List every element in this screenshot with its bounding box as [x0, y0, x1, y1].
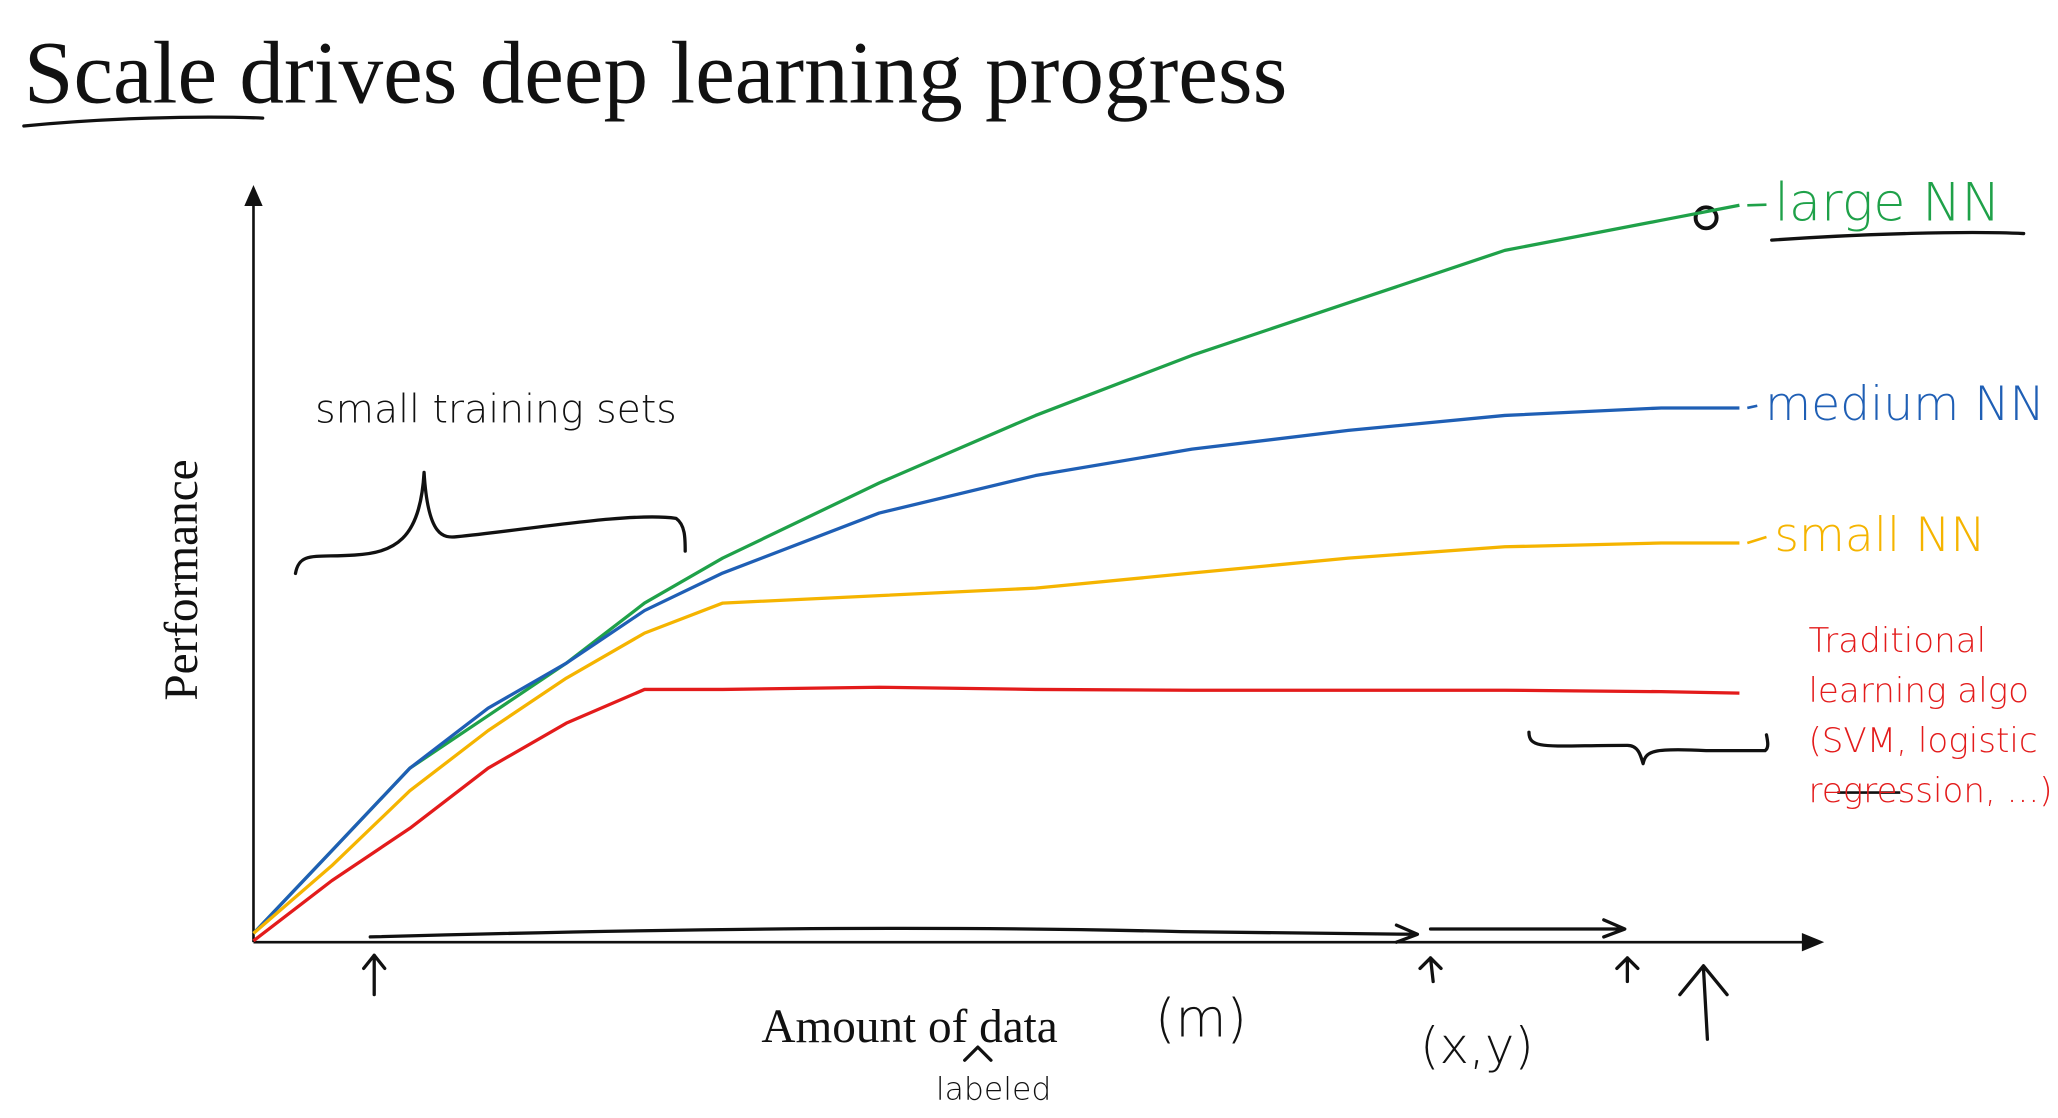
series-label-box: Traditional learning algo (SVM, logistic…: [1808, 621, 2053, 811]
x-axis-label: Amount of data: [761, 1001, 1057, 1053]
y-axis-arrow: [244, 185, 263, 207]
annotation: labeled: [936, 1072, 1051, 1108]
up-arrow: [362, 953, 387, 997]
chart-title: Scale drives deep learning progress: [24, 23, 1287, 122]
series-label: small NN: [1774, 508, 1985, 563]
series-line: [252, 406, 1740, 935]
annotation: (x,y): [1420, 1017, 1534, 1075]
brace: [1527, 730, 1770, 766]
label-leader: [1746, 535, 1767, 545]
data-arrow: [1428, 918, 1627, 939]
series-label: Traditional learning algo (SVM, logistic…: [1808, 621, 2053, 811]
caret: [963, 1045, 993, 1062]
up-arrow: [1418, 956, 1443, 984]
series-line: [252, 685, 1740, 943]
up-arrow: [1678, 964, 1729, 1041]
series-label: large NN: [1774, 172, 2000, 233]
annotation: small training sets: [315, 387, 677, 433]
marker: [1693, 205, 1719, 231]
series-label: medium NN: [1765, 377, 2045, 432]
annotation: (m): [1155, 989, 1247, 1050]
title-underline: [22, 115, 265, 128]
y-axis-label: Performance: [156, 459, 208, 700]
label-leader: [1747, 404, 1758, 410]
brace: [293, 470, 687, 576]
data-arrow: [368, 923, 1420, 944]
label-leader: [1747, 203, 1767, 207]
series-line: [252, 203, 1740, 935]
up-arrow: [1615, 956, 1640, 984]
series-line: [252, 541, 1740, 935]
label-underline: [1770, 230, 2026, 242]
x-axis-arrow: [1801, 932, 1825, 952]
